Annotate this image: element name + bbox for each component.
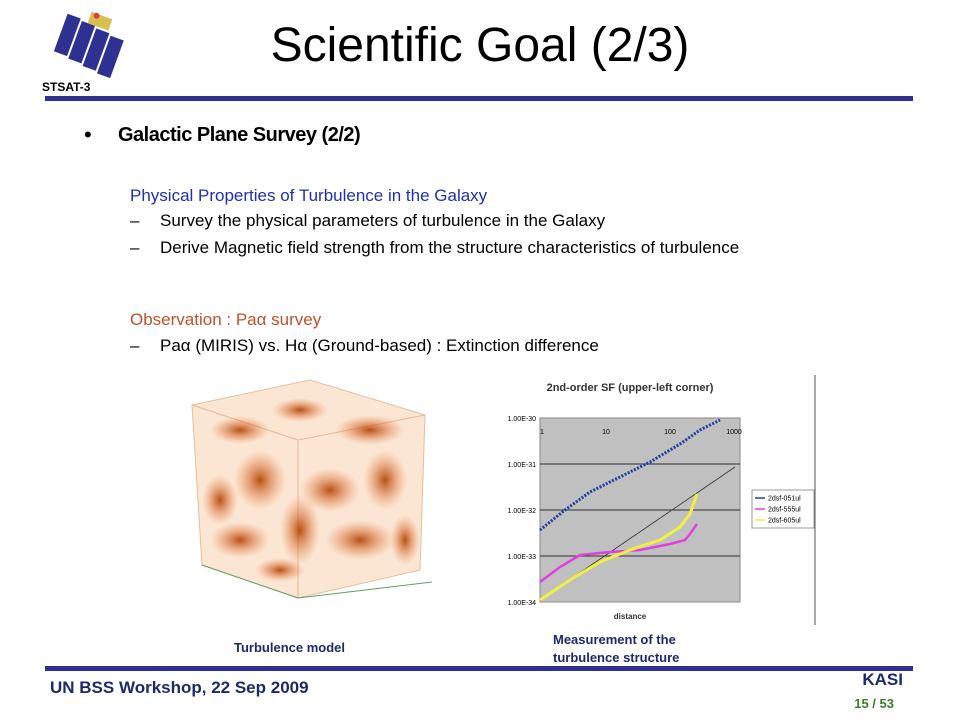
logo xyxy=(53,11,124,79)
dash: – xyxy=(130,238,140,257)
bullet-text: Galactic Plane Survey (2/2) xyxy=(118,124,361,146)
logo-label: STSAT-3 xyxy=(42,80,91,94)
x-axis-label: distance xyxy=(614,612,647,621)
x-tick-label: 1000 xyxy=(726,429,742,436)
yellow-curve xyxy=(539,493,699,602)
header-rule xyxy=(45,96,913,101)
y-tick-label: 1.00E-30 xyxy=(508,416,537,423)
blue-curve xyxy=(539,418,721,532)
dash: – xyxy=(130,211,140,230)
footer-rule xyxy=(45,666,913,671)
footer-org: KASI xyxy=(862,670,903,689)
turbulence-model-image xyxy=(191,379,433,599)
x-tick-label: 1 xyxy=(540,429,544,436)
legend-entry: 2dsf-051ul xyxy=(768,496,801,503)
list-item: Survey the physical parameters of turbul… xyxy=(160,211,606,230)
legend-entry: 2dsf-605ul xyxy=(768,518,801,525)
y-tick-label: 1.00E-32 xyxy=(508,508,537,515)
dash: – xyxy=(130,336,140,355)
y-tick-label: 1.00E-34 xyxy=(508,600,537,607)
section-heading: Observation : Paα survey xyxy=(130,310,322,329)
figure-caption: Turbulence model xyxy=(234,640,345,655)
magenta-curve xyxy=(539,523,699,583)
x-tick-label: 100 xyxy=(664,429,676,436)
list-item: Paα (MIRIS) vs. Hα (Ground-based) : Exti… xyxy=(160,336,599,355)
structure-function-image: 2nd-order SF (upper-left corner) 1.00E-3… xyxy=(508,375,816,625)
y-tick-label: 1.00E-33 xyxy=(508,554,537,561)
figure-caption: Measurement of the turbulence structure xyxy=(553,632,680,665)
x-tick-label: 10 xyxy=(602,429,610,436)
y-tick-label: 1.00E-31 xyxy=(508,462,537,469)
bullet-marker: • xyxy=(84,122,92,147)
figure-title: 2nd-order SF (upper-left corner) xyxy=(547,382,714,394)
legend-entry: 2dsf-555ul xyxy=(768,507,801,514)
page-number: 15 / 53 xyxy=(854,696,894,711)
list-item: Derive Magnetic field strength from the … xyxy=(160,238,740,257)
section-heading: Physical Properties of Turbulence in the… xyxy=(130,186,488,205)
footer-event: UN BSS Workshop, 22 Sep 2009 xyxy=(50,678,309,697)
slide-title: Scientific Goal (2/3) xyxy=(270,19,690,72)
